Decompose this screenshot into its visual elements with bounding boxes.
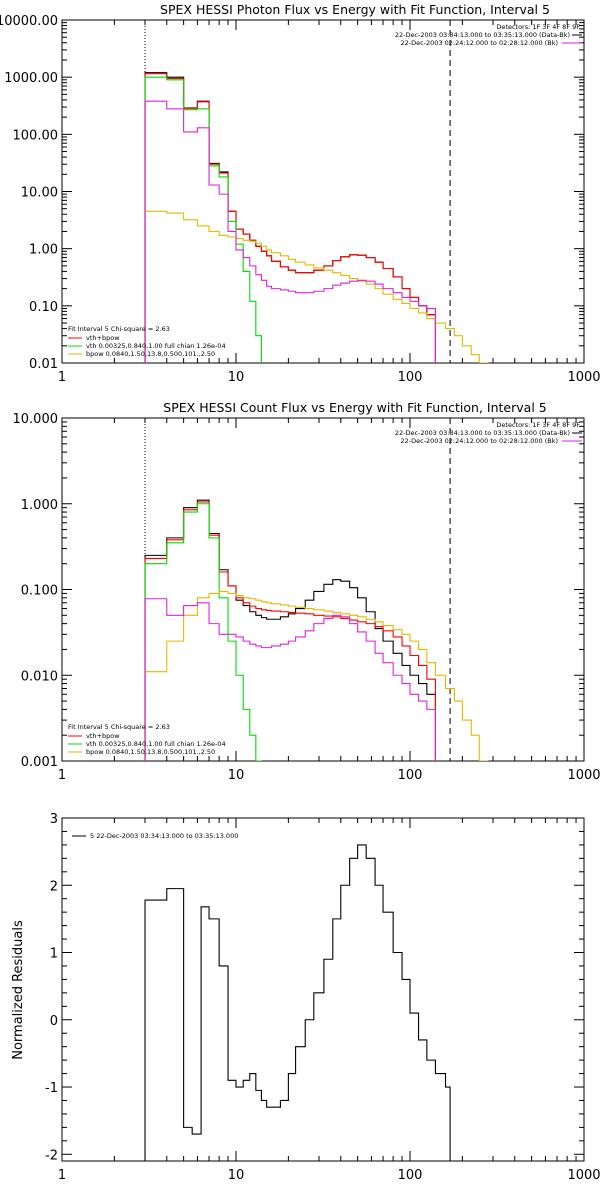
count-reference-lines bbox=[144, 418, 451, 761]
count-x-tick-label: 100 bbox=[398, 768, 423, 783]
residuals-x-tick-label: 10 bbox=[228, 1168, 245, 1183]
count-fit-sum-label: vth+bpow bbox=[86, 732, 120, 740]
count-flux-panel: SPEX HESSI Count Flux vs Energy with Fit… bbox=[13, 400, 600, 783]
photon-y-tick-label: 10000.00 bbox=[0, 14, 58, 29]
count-fit-vth-label: vth 0.00325,0.840,1.00 full chian 1.26e-… bbox=[86, 740, 226, 748]
photon-x-tick-label: 10 bbox=[228, 370, 245, 385]
photon-fit_sum-series bbox=[144, 73, 436, 363]
photon-y-tick-label: 100.00 bbox=[13, 128, 59, 143]
residuals-total-series bbox=[144, 844, 451, 1161]
count-x-tick-label: 1000 bbox=[567, 768, 600, 783]
photon-flux-panel: SPEX HESSI Photon Flux vs Energy with Fi… bbox=[0, 2, 600, 385]
residuals-y-tick-label: 2 bbox=[50, 879, 58, 894]
count-series-group bbox=[144, 499, 489, 761]
photon-fit-header: Fit Interval 5 Chi-square = 2.63 bbox=[68, 325, 170, 333]
photon-fit-sum-label: vth+bpow bbox=[86, 334, 120, 342]
count-bpow-series bbox=[144, 590, 489, 761]
photon-y-tick-label: 1.00 bbox=[29, 243, 58, 258]
photon-legend-fit: Fit Interval 5 Chi-square = 2.63 vth+bpo… bbox=[68, 325, 226, 358]
photon-y-tick-label: 0.10 bbox=[29, 300, 58, 315]
photon-y-tick-label: 10.00 bbox=[21, 186, 58, 201]
photon-fit-bpow-label: bpow 0.0840,1.50,13.8,0.500,101.,2.50 bbox=[86, 350, 215, 358]
residuals-x-tick-label: 100 bbox=[398, 1168, 423, 1183]
residuals-series-group bbox=[144, 844, 451, 1161]
photon-chart-title: SPEX HESSI Photon Flux vs Energy with Fi… bbox=[160, 2, 550, 17]
residuals-y-tick-label: -2 bbox=[45, 1148, 58, 1163]
photon-legend-detectors: Detectors: 1F 3F 4F 8F 9F bbox=[496, 23, 580, 31]
count-background-series bbox=[144, 598, 436, 761]
photon-plot-frame bbox=[61, 19, 585, 364]
residuals-y-tick-label: -1 bbox=[45, 1081, 58, 1096]
photon-legend-top: Detectors: 1F 3F 4F 8F 9F 22-Dec-2003 03… bbox=[395, 23, 582, 47]
residuals-legend: 5 22-Dec-2003 03:34:13.000 to 03:35:13.0… bbox=[72, 832, 238, 840]
count-fit-header: Fit Interval 5 Chi-square = 2.63 bbox=[68, 723, 170, 731]
photon-y-tick-label: 1000.00 bbox=[4, 71, 58, 86]
photon-total-series bbox=[144, 72, 436, 363]
photon-x-tick-label: 1 bbox=[58, 370, 66, 385]
residuals-x-tick-label: 1 bbox=[58, 1168, 66, 1183]
count-y-tick-label: 0.010 bbox=[21, 669, 58, 684]
photon-reference-lines bbox=[144, 20, 451, 363]
photon-y-tick-label: 0.01 bbox=[29, 357, 58, 372]
count-axis-ticks: 1 10 100 1000 0.001 0.010 0.100 1.000 10.000 bbox=[13, 412, 600, 783]
residuals-axis-ticks: 1 10 100 1000 -2 -1 0 1 2 3 bbox=[45, 812, 600, 1183]
count-chart-title: SPEX HESSI Count Flux vs Energy with Fit… bbox=[163, 400, 546, 415]
photon-axis-ticks: 1 10 100 1000 0.01 0.10 1.00 10.00 100.00 1000.00… bbox=[0, 14, 600, 385]
photon-legend-bk: 22-Dec-2003 02:24:12.000 to 02:28:12.000… bbox=[401, 39, 559, 47]
count-y-tick-label: 0.001 bbox=[21, 755, 58, 770]
residuals-y-label: Normalized Residuals bbox=[11, 920, 26, 1060]
count-legend-top: Detectors: 1F 3F 4F 8F 9F 22-Dec-2003 03… bbox=[395, 421, 582, 445]
photon-fit-vth-label: vth 0.00325,0.840,1.00 full chian 1.26e-… bbox=[86, 342, 226, 350]
photon-background-series bbox=[144, 100, 436, 363]
count-x-tick-label: 1 bbox=[58, 768, 66, 783]
count-y-tick-label: 10.000 bbox=[13, 412, 59, 427]
count-legend-data: 22-Dec-2003 03:34:13.000 to 03:35:13.000… bbox=[395, 429, 570, 437]
count-legend-fit: Fit Interval 5 Chi-square = 2.63 vth+bpo… bbox=[68, 723, 226, 756]
residuals-legend-label: 5 22-Dec-2003 03:34:13.000 to 03:35:13.0… bbox=[90, 832, 238, 840]
residuals-plot-frame bbox=[61, 817, 585, 1162]
count-legend-detectors: Detectors: 1F 3F 4F 8F 9F bbox=[496, 421, 580, 429]
count-y-tick-label: 1.000 bbox=[21, 498, 58, 513]
photon-x-tick-label: 1000 bbox=[567, 370, 600, 385]
photon-legend-data: 22-Dec-2003 03:34:13.000 to 03:35:13.000… bbox=[395, 31, 570, 39]
residuals-y-tick-label: 1 bbox=[50, 947, 58, 962]
count-fit-bpow-label: bpow 0.0840,1.50,13.8,0.500,101.,2.50 bbox=[86, 748, 215, 756]
residuals-y-tick-label: 0 bbox=[50, 1014, 58, 1029]
count-vth-series bbox=[144, 503, 262, 761]
count-legend-bk: 22-Dec-2003 02:24:12.000 to 02:28:12.000… bbox=[401, 437, 559, 445]
residuals-x-tick-label: 1000 bbox=[567, 1168, 600, 1183]
count-x-tick-label: 10 bbox=[228, 768, 245, 783]
residuals-y-tick-label: 3 bbox=[50, 812, 58, 827]
photon-series-group bbox=[144, 72, 489, 363]
count-plot-frame bbox=[61, 417, 585, 762]
photon-vth-series bbox=[144, 76, 262, 363]
photon-x-tick-label: 100 bbox=[398, 370, 423, 385]
count-y-tick-label: 0.100 bbox=[21, 584, 58, 599]
